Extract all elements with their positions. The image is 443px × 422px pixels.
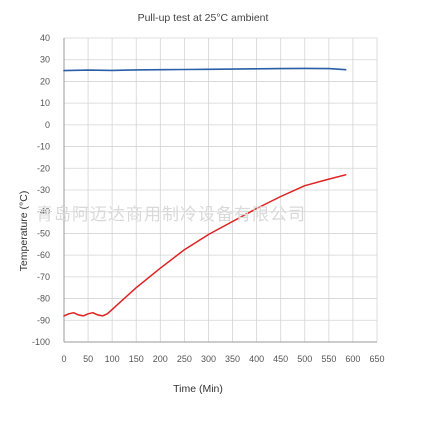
y-tick-label: -30 [37, 185, 50, 195]
y-tick-label: -100 [32, 337, 50, 347]
series-line-0 [63, 67, 347, 72]
y-tick-label: 20 [40, 76, 50, 86]
x-tick-label: 350 [225, 354, 240, 364]
x-tick-label: 200 [153, 354, 168, 364]
y-tick-label: -60 [37, 250, 50, 260]
grid [64, 37, 378, 343]
series-line-1 [63, 174, 347, 317]
x-tick-label: 50 [83, 354, 93, 364]
chart-title: Pull-up test at 25°C ambient [138, 12, 269, 24]
x-tick-label: 650 [369, 354, 384, 364]
x-tick-label: 300 [201, 354, 216, 364]
y-tick-label: -70 [37, 272, 50, 282]
y-tick-label: -10 [37, 142, 50, 152]
y-tick-label: -80 [37, 294, 50, 304]
axes [63, 38, 377, 343]
y-tick-label: 10 [40, 98, 50, 108]
y-tick-label: 30 [40, 55, 50, 65]
x-tick-label: 450 [273, 354, 288, 364]
x-tick-label: 400 [249, 354, 264, 364]
watermark-text: 青岛阿迈达商用制冷设备有限公司 [36, 205, 306, 225]
y-tick-label: -50 [37, 228, 50, 238]
x-axis-label: Time (Min) [173, 383, 223, 395]
y-tick-label: -20 [37, 163, 50, 173]
y-tick-label: 40 [40, 33, 50, 43]
x-tick-label: 600 [345, 354, 360, 364]
series-group [63, 67, 347, 317]
y-tick-labels: 40 30 20 10 0 -10 -20 -30 -40 -50 -60 -70 -80 -90 -100 [32, 33, 50, 347]
x-tick-label: 0 [61, 354, 66, 364]
x-tick-labels: 0 50 100 150 200 250 300 350 400 450 500 550 600 650 [61, 354, 384, 364]
x-tick-label: 100 [105, 354, 120, 364]
y-axis-label: Temperature (°C) [18, 191, 30, 272]
x-tick-label: 500 [297, 354, 312, 364]
x-tick-label: 150 [129, 354, 144, 364]
x-tick-label: 550 [321, 354, 336, 364]
y-tick-label: -90 [37, 315, 50, 325]
y-tick-label: 0 [45, 120, 50, 130]
x-tick-label: 250 [177, 354, 192, 364]
y-tick-label: -40 [37, 207, 50, 217]
